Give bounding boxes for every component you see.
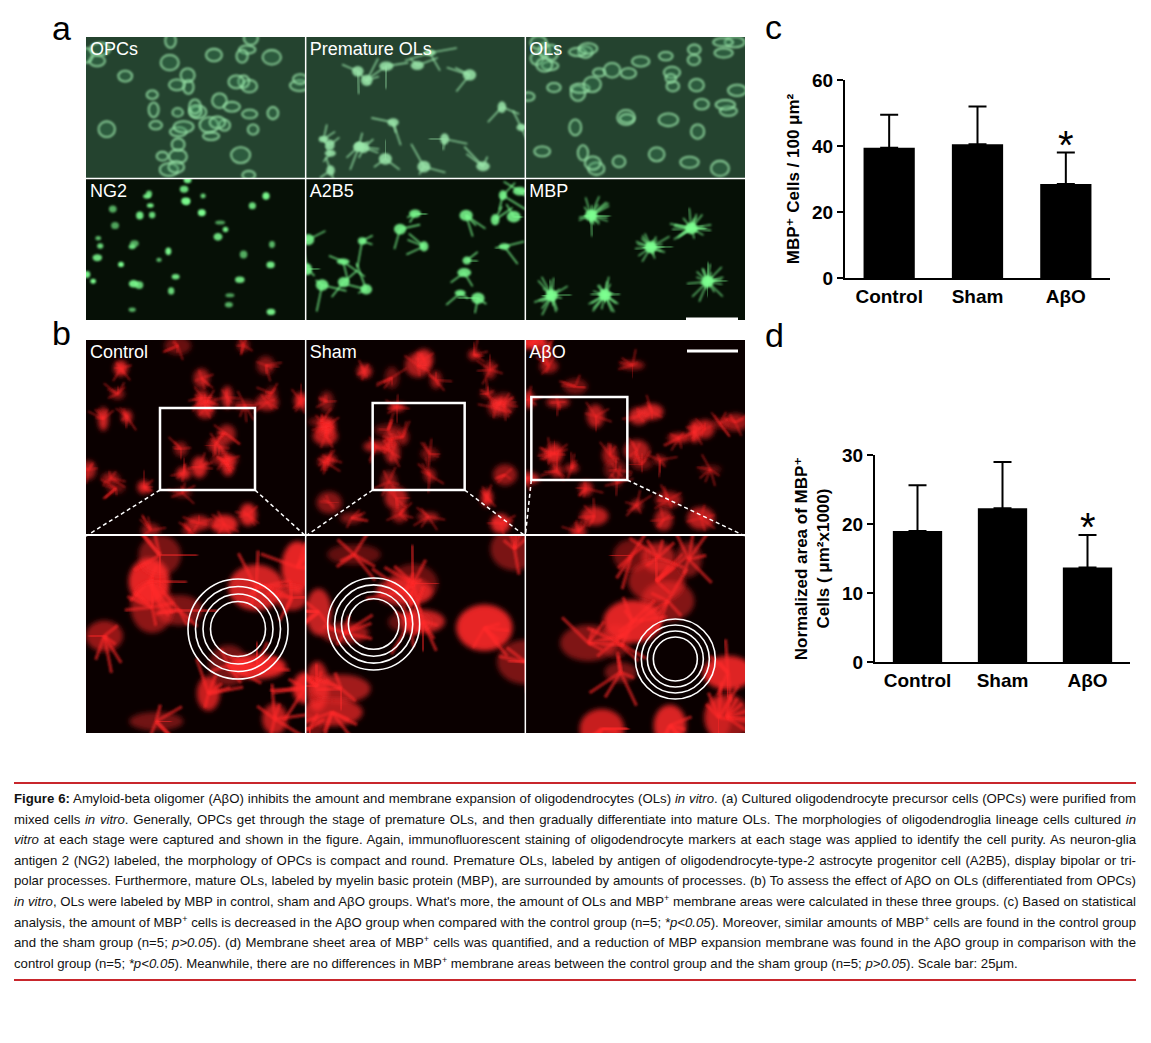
svg-text:60: 60 <box>812 70 833 91</box>
svg-text:OLs: OLs <box>529 39 562 59</box>
svg-text:Control: Control <box>855 286 923 307</box>
svg-text:Sham: Sham <box>977 670 1029 691</box>
html-text:d: d <box>765 316 784 354</box>
svg-text:MBP⁺ Cells / 100 μm²: MBP⁺ Cells / 100 μm² <box>784 93 803 264</box>
svg-text:Control: Control <box>884 670 952 691</box>
svg-text:0: 0 <box>823 268 834 289</box>
svg-text:AβO: AβO <box>1046 286 1086 307</box>
svg-text:NG2: NG2 <box>90 181 127 201</box>
svg-text:Sham: Sham <box>952 286 1004 307</box>
svg-text:0: 0 <box>853 652 864 673</box>
svg-text:Control: Control <box>90 342 148 362</box>
svg-text:10: 10 <box>842 583 863 604</box>
html-text:in vitro, OLs were labeled by: in vitro, OLs were labeled by MBP in con… <box>14 892 1136 971</box>
svg-text:*: * <box>1058 123 1074 167</box>
svg-text:A2B5: A2B5 <box>310 181 354 201</box>
svg-text:MBP: MBP <box>529 181 568 201</box>
html-text:Figure 6: Amyloid-beta oligome: Figure 6: Amyloid-beta oligomer (AβO) in… <box>14 791 1136 889</box>
svg-text:Sham: Sham <box>310 342 357 362</box>
svg-text:a: a <box>52 9 71 47</box>
svg-text:40: 40 <box>812 136 833 157</box>
svg-text:*: * <box>1080 505 1096 549</box>
svg-text:OPCs: OPCs <box>90 39 138 59</box>
svg-text:Premature OLs: Premature OLs <box>310 39 432 59</box>
svg-text:30: 30 <box>842 445 863 466</box>
html-text:c: c <box>765 8 782 46</box>
svg-text:Normalized area of MBP⁺Cells (: Normalized area of MBP⁺Cells ( μm²x1000) <box>792 457 833 661</box>
svg-text:AβO: AβO <box>1067 670 1107 691</box>
svg-text:AβO: AβO <box>529 342 565 362</box>
svg-text:20: 20 <box>812 202 833 223</box>
svg-text:20: 20 <box>842 514 863 535</box>
svg-text:b: b <box>52 314 71 352</box>
